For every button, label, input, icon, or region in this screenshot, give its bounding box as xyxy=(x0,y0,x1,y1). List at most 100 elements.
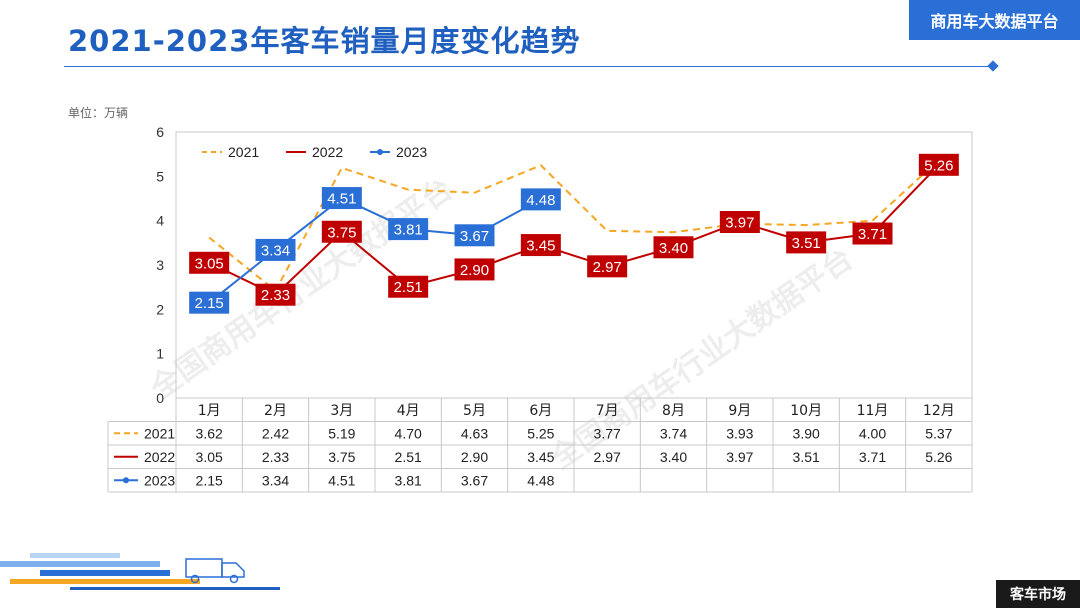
table-cell-value: 5.25 xyxy=(527,425,554,441)
x-tick-label: 12月 xyxy=(923,403,955,419)
x-tick-label: 10月 xyxy=(790,403,822,419)
table-series-name: 2022 xyxy=(144,449,175,465)
table-cell-value: 2.42 xyxy=(262,425,289,441)
table-cell-value: 3.51 xyxy=(793,449,820,465)
table-cell-value: 5.19 xyxy=(328,425,355,441)
data-label-box-2022 xyxy=(189,251,230,274)
table-cell-value: 2.33 xyxy=(262,449,289,465)
data-label-box-2022 xyxy=(520,234,561,257)
data-label-box-2022 xyxy=(388,275,429,298)
table-cell-value: 3.77 xyxy=(594,425,621,441)
unit-label: 单位：万辆 xyxy=(68,106,129,120)
table-cell-value: 2.15 xyxy=(196,472,223,488)
data-label-2022: 3.75 xyxy=(327,224,356,241)
y-tick-label: 1 xyxy=(156,346,164,362)
table-cell-value: 3.45 xyxy=(527,449,554,465)
y-tick-label: 2 xyxy=(156,301,164,317)
data-label-2022: 2.51 xyxy=(394,279,423,296)
table-cell-value: 3.71 xyxy=(859,449,886,465)
table-cell-value: 3.34 xyxy=(262,472,289,488)
data-label-box-2023 xyxy=(255,238,296,261)
x-tick-label: 9月 xyxy=(728,403,751,419)
data-label-2023: 3.67 xyxy=(460,228,489,245)
data-label-box-2023 xyxy=(388,218,429,241)
data-label-2022: 3.45 xyxy=(526,238,555,255)
table-cell-value: 3.75 xyxy=(328,449,355,465)
table-cell-value: 3.97 xyxy=(726,449,753,465)
data-label-box-2022 xyxy=(587,255,628,278)
data-label-2023: 2.15 xyxy=(195,295,224,312)
table-cell-value: 4.70 xyxy=(395,425,422,441)
table-cell-value: 2.51 xyxy=(395,449,422,465)
data-label-2023: 4.51 xyxy=(327,191,356,208)
x-tick-label: 2月 xyxy=(264,403,287,419)
page-title: 2021-2023年客车销量月度变化趋势 xyxy=(68,24,581,58)
x-tick-label: 1月 xyxy=(198,403,221,419)
data-label-box-2023 xyxy=(520,188,561,211)
x-tick-label: 4月 xyxy=(397,403,420,419)
table-cell-value: 2.97 xyxy=(594,449,621,465)
table-cell-value: 4.63 xyxy=(461,425,488,441)
data-label-2022: 3.51 xyxy=(792,235,821,252)
data-label-box-2022 xyxy=(719,210,760,233)
truck-icon xyxy=(185,558,245,584)
truck-decoration xyxy=(0,553,280,590)
table-cell-value: 5.37 xyxy=(925,425,952,441)
data-label-2023: 3.81 xyxy=(394,222,423,239)
data-label-box-2023 xyxy=(321,187,362,210)
x-tick-label: 6月 xyxy=(529,403,552,419)
data-label-box-2023 xyxy=(189,291,230,314)
data-label-2022: 2.90 xyxy=(460,262,489,279)
table-legend-marker xyxy=(123,477,129,484)
data-label-2022: 5.26 xyxy=(924,157,953,174)
x-tick-label: 11月 xyxy=(857,403,889,419)
x-tick-label: 8月 xyxy=(662,403,685,419)
table-cell-value: 4.51 xyxy=(328,472,355,488)
table-cell-value: 3.74 xyxy=(660,425,687,441)
data-label-2022: 2.97 xyxy=(593,259,622,276)
data-label-2023: 3.34 xyxy=(261,242,290,259)
y-tick-label: 5 xyxy=(156,168,164,184)
y-tick-label: 4 xyxy=(156,213,164,229)
x-tick-label: 7月 xyxy=(596,403,619,419)
data-label-2022: 3.97 xyxy=(725,214,754,231)
data-label-box-2022 xyxy=(786,231,827,254)
data-label-2022: 3.71 xyxy=(858,226,887,243)
data-label-box-2022 xyxy=(918,153,959,176)
data-label-box-2022 xyxy=(653,236,694,259)
title-underline xyxy=(64,66,994,67)
data-label-2022: 2.33 xyxy=(261,287,290,304)
table-cell-value: 4.48 xyxy=(527,472,554,488)
table-cell-value: 4.00 xyxy=(859,425,886,441)
table-cell-value: 3.93 xyxy=(726,425,753,441)
data-label-box-2023 xyxy=(454,224,495,247)
data-label-box-2022 xyxy=(852,222,893,245)
legend-marker-2023 xyxy=(377,149,383,155)
legend-label-2022: 2022 xyxy=(312,144,343,160)
data-label-box-2022 xyxy=(454,258,495,281)
data-label-2022: 3.40 xyxy=(659,240,688,257)
table-series-name: 2023 xyxy=(144,472,175,488)
data-label-box-2022 xyxy=(321,220,362,243)
data-label-box-2022 xyxy=(255,283,296,306)
legend-label-2021: 2021 xyxy=(228,144,259,160)
x-tick-label: 3月 xyxy=(330,403,353,419)
y-tick-label: 0 xyxy=(156,390,164,406)
y-tick-label: 6 xyxy=(156,124,164,140)
y-tick-label: 3 xyxy=(156,257,164,273)
section-tag: 客车市场 xyxy=(996,580,1080,608)
table-cell-value: 3.90 xyxy=(793,425,820,441)
table-cell-value: 3.62 xyxy=(196,425,223,441)
series-line-2021 xyxy=(208,159,940,292)
x-tick-label: 5月 xyxy=(463,403,486,419)
table-cell-value: 3.40 xyxy=(660,449,687,465)
data-label-2022: 3.05 xyxy=(195,255,224,272)
table-cell-value: 3.67 xyxy=(461,472,488,488)
data-label-2023: 4.48 xyxy=(526,192,555,209)
table-series-name: 2021 xyxy=(144,425,175,441)
brand-badge: 商用车大数据平台 xyxy=(909,0,1080,40)
table-cell-value: 2.90 xyxy=(461,449,488,465)
legend-label-2023: 2023 xyxy=(396,144,427,160)
table-cell-value: 3.81 xyxy=(395,472,422,488)
